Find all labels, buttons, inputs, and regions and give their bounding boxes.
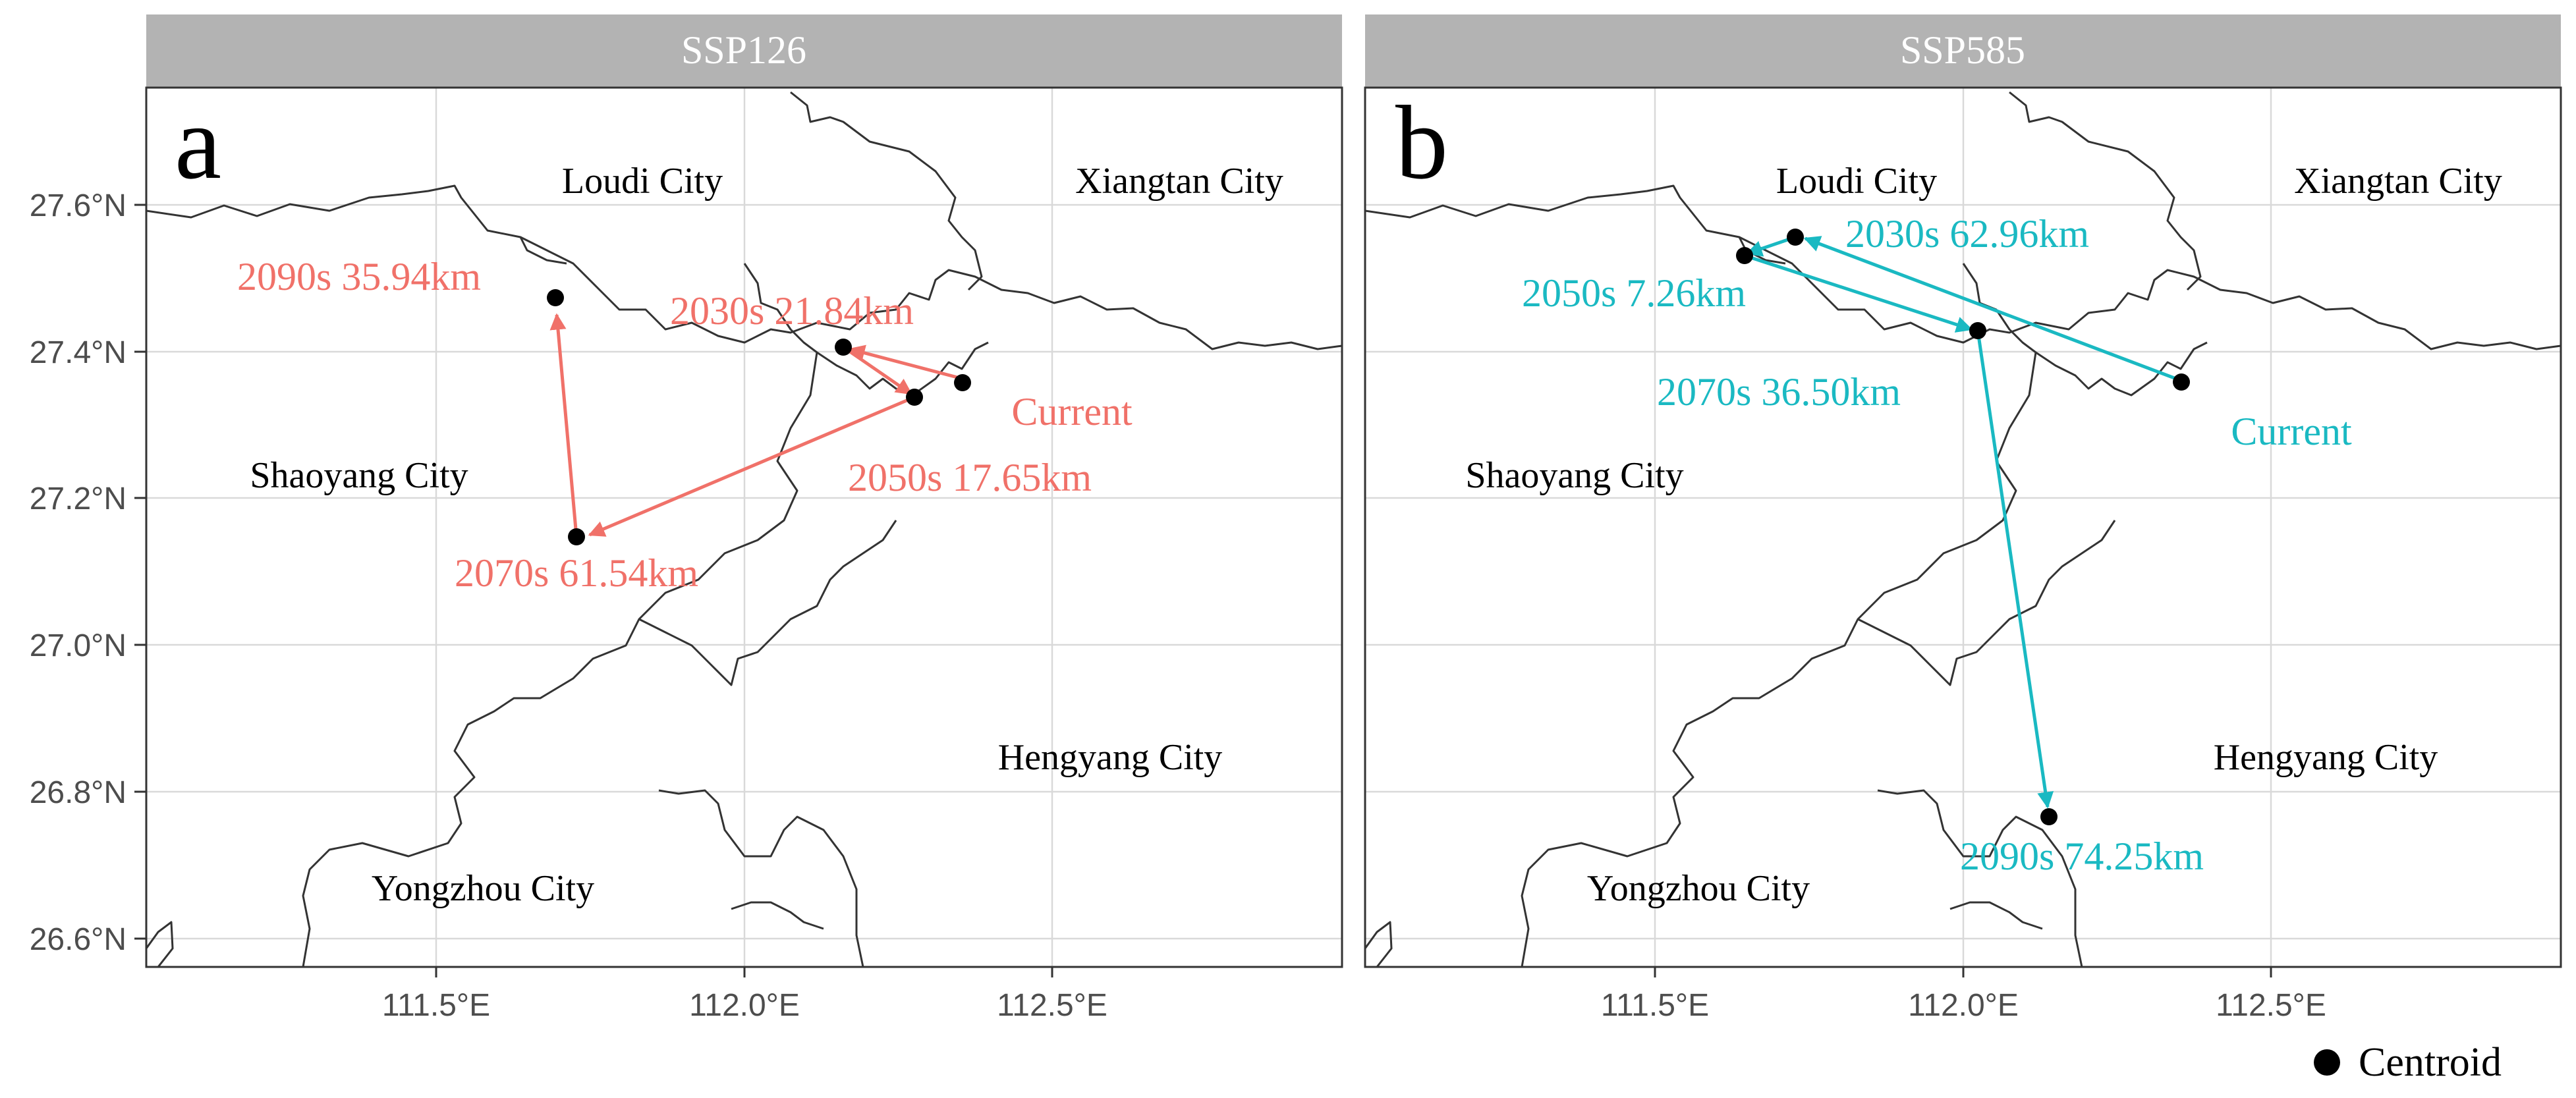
x-tick-label: 112.5°E [2216, 988, 2326, 1023]
panel-strip-label: SSP585 [1900, 28, 2025, 72]
x-tick-label: 112.5°E [997, 988, 1107, 1023]
legend-centroid-label: Centroid [2359, 1040, 2502, 1085]
centroid-point-current [2173, 373, 2190, 391]
centroid-annotations: 2030s 62.96km 2050s 7.26km 2070s 36.50km… [1522, 212, 2352, 878]
track-segment-2070s-2090s [1976, 330, 2054, 809]
centroid-points [1736, 229, 2190, 825]
panel-strip [1365, 14, 2561, 88]
annotation-2070s: 2070s 61.54km [455, 551, 698, 595]
centroid-track [549, 313, 963, 537]
annotation-2090s: 2090s 35.94km [237, 255, 481, 298]
x-tick-label: 112.0°E [689, 988, 800, 1023]
track-segment-2050s-2070s [1744, 254, 1973, 333]
city-label-loudi: Loudi City [1776, 161, 1937, 202]
legend: Centroid [2314, 1040, 2502, 1085]
x-tick-label: 111.5°E [382, 988, 490, 1023]
x-tick-label: 111.5°E [1601, 988, 1709, 1023]
panel-ssp585: SSP585 [1364, 14, 2562, 968]
centroid-point-2070s [1969, 322, 1986, 339]
y-tick-label: 27.6°N [30, 188, 126, 223]
city-label-hengyang: Hengyang City [998, 737, 1223, 778]
gridlines [146, 88, 1342, 967]
track-segment-2030s-2050s [842, 345, 913, 396]
city-label-xiangtan: Xiangtan City [2294, 161, 2502, 202]
annotation-current: Current [2231, 410, 2352, 453]
city-label-loudi: Loudi City [562, 161, 723, 202]
panel-strip-label: SSP126 [681, 28, 806, 72]
y-axis-ticks: 26.6°N 26.8°N 27.0°N 27.2°N 27.4°N 27.6°… [30, 188, 146, 957]
y-tick-label: 27.4°N [30, 335, 126, 370]
city-label-xiangtan: Xiangtan City [1075, 161, 1283, 202]
city-label-hengyang: Hengyang City [2214, 737, 2438, 778]
panel-ssp126: SSP126 [145, 14, 1343, 968]
y-tick-label: 26.6°N [30, 922, 126, 957]
city-label-shaoyang: Shaoyang City [250, 455, 468, 496]
track-segment-2070s-2090s [549, 313, 578, 537]
legend-centroid-marker [2314, 1049, 2340, 1076]
track-segment-2050s-2070s [588, 395, 915, 537]
panel-letter: b [1395, 84, 1448, 201]
annotation-2030s: 2030s 62.96km [1845, 212, 2089, 256]
centroid-point-2090s [2040, 808, 2058, 825]
annotation-2070s: 2070s 36.50km [1657, 370, 1901, 414]
centroid-point-2030s [835, 339, 852, 356]
y-tick-label: 26.8°N [30, 775, 126, 810]
panel-letter: a [175, 84, 221, 201]
track-segment-current-2030s [1803, 236, 2182, 383]
annotation-2030s: 2030s 21.84km [670, 289, 914, 333]
centroid-annotations: 2030s 21.84km 2050s 17.65km 2070s 61.54k… [237, 255, 1133, 595]
annotation-current: Current [1011, 390, 1133, 433]
annotation-2050s: 2050s 17.65km [848, 456, 1092, 499]
map-panel [146, 88, 1342, 967]
city-boundaries [146, 91, 1342, 967]
city-label-yongzhou: Yongzhou City [372, 868, 594, 909]
annotation-2050s: 2050s 7.26km [1522, 271, 1746, 315]
gridlines [1365, 88, 2561, 967]
centroid-points [547, 289, 971, 545]
panel-strip [146, 14, 1342, 88]
x-axis-ticks-b: 111.5°E 112.0°E 112.5°E [1601, 967, 2326, 1023]
city-label-shaoyang: Shaoyang City [1465, 455, 1683, 496]
annotation-2090s: 2090s 74.25km [1960, 835, 2204, 878]
track-segment-current-2030s [848, 344, 963, 381]
centroid-point-2030s [1787, 229, 1804, 246]
map-panel [1365, 88, 2561, 967]
x-axis-ticks-a: 111.5°E 112.0°E 112.5°E [382, 967, 1107, 1023]
y-tick-label: 27.2°N [30, 481, 126, 516]
centroid-point-2050s [906, 389, 923, 406]
city-label-yongzhou: Yongzhou City [1587, 868, 1810, 909]
x-tick-label: 112.0°E [1908, 988, 2019, 1023]
centroid-point-2050s [1736, 247, 1753, 264]
centroid-point-2090s [547, 289, 564, 306]
centroid-point-2070s [568, 528, 585, 545]
y-tick-label: 27.0°N [30, 628, 126, 663]
centroid-point-current [954, 374, 971, 391]
